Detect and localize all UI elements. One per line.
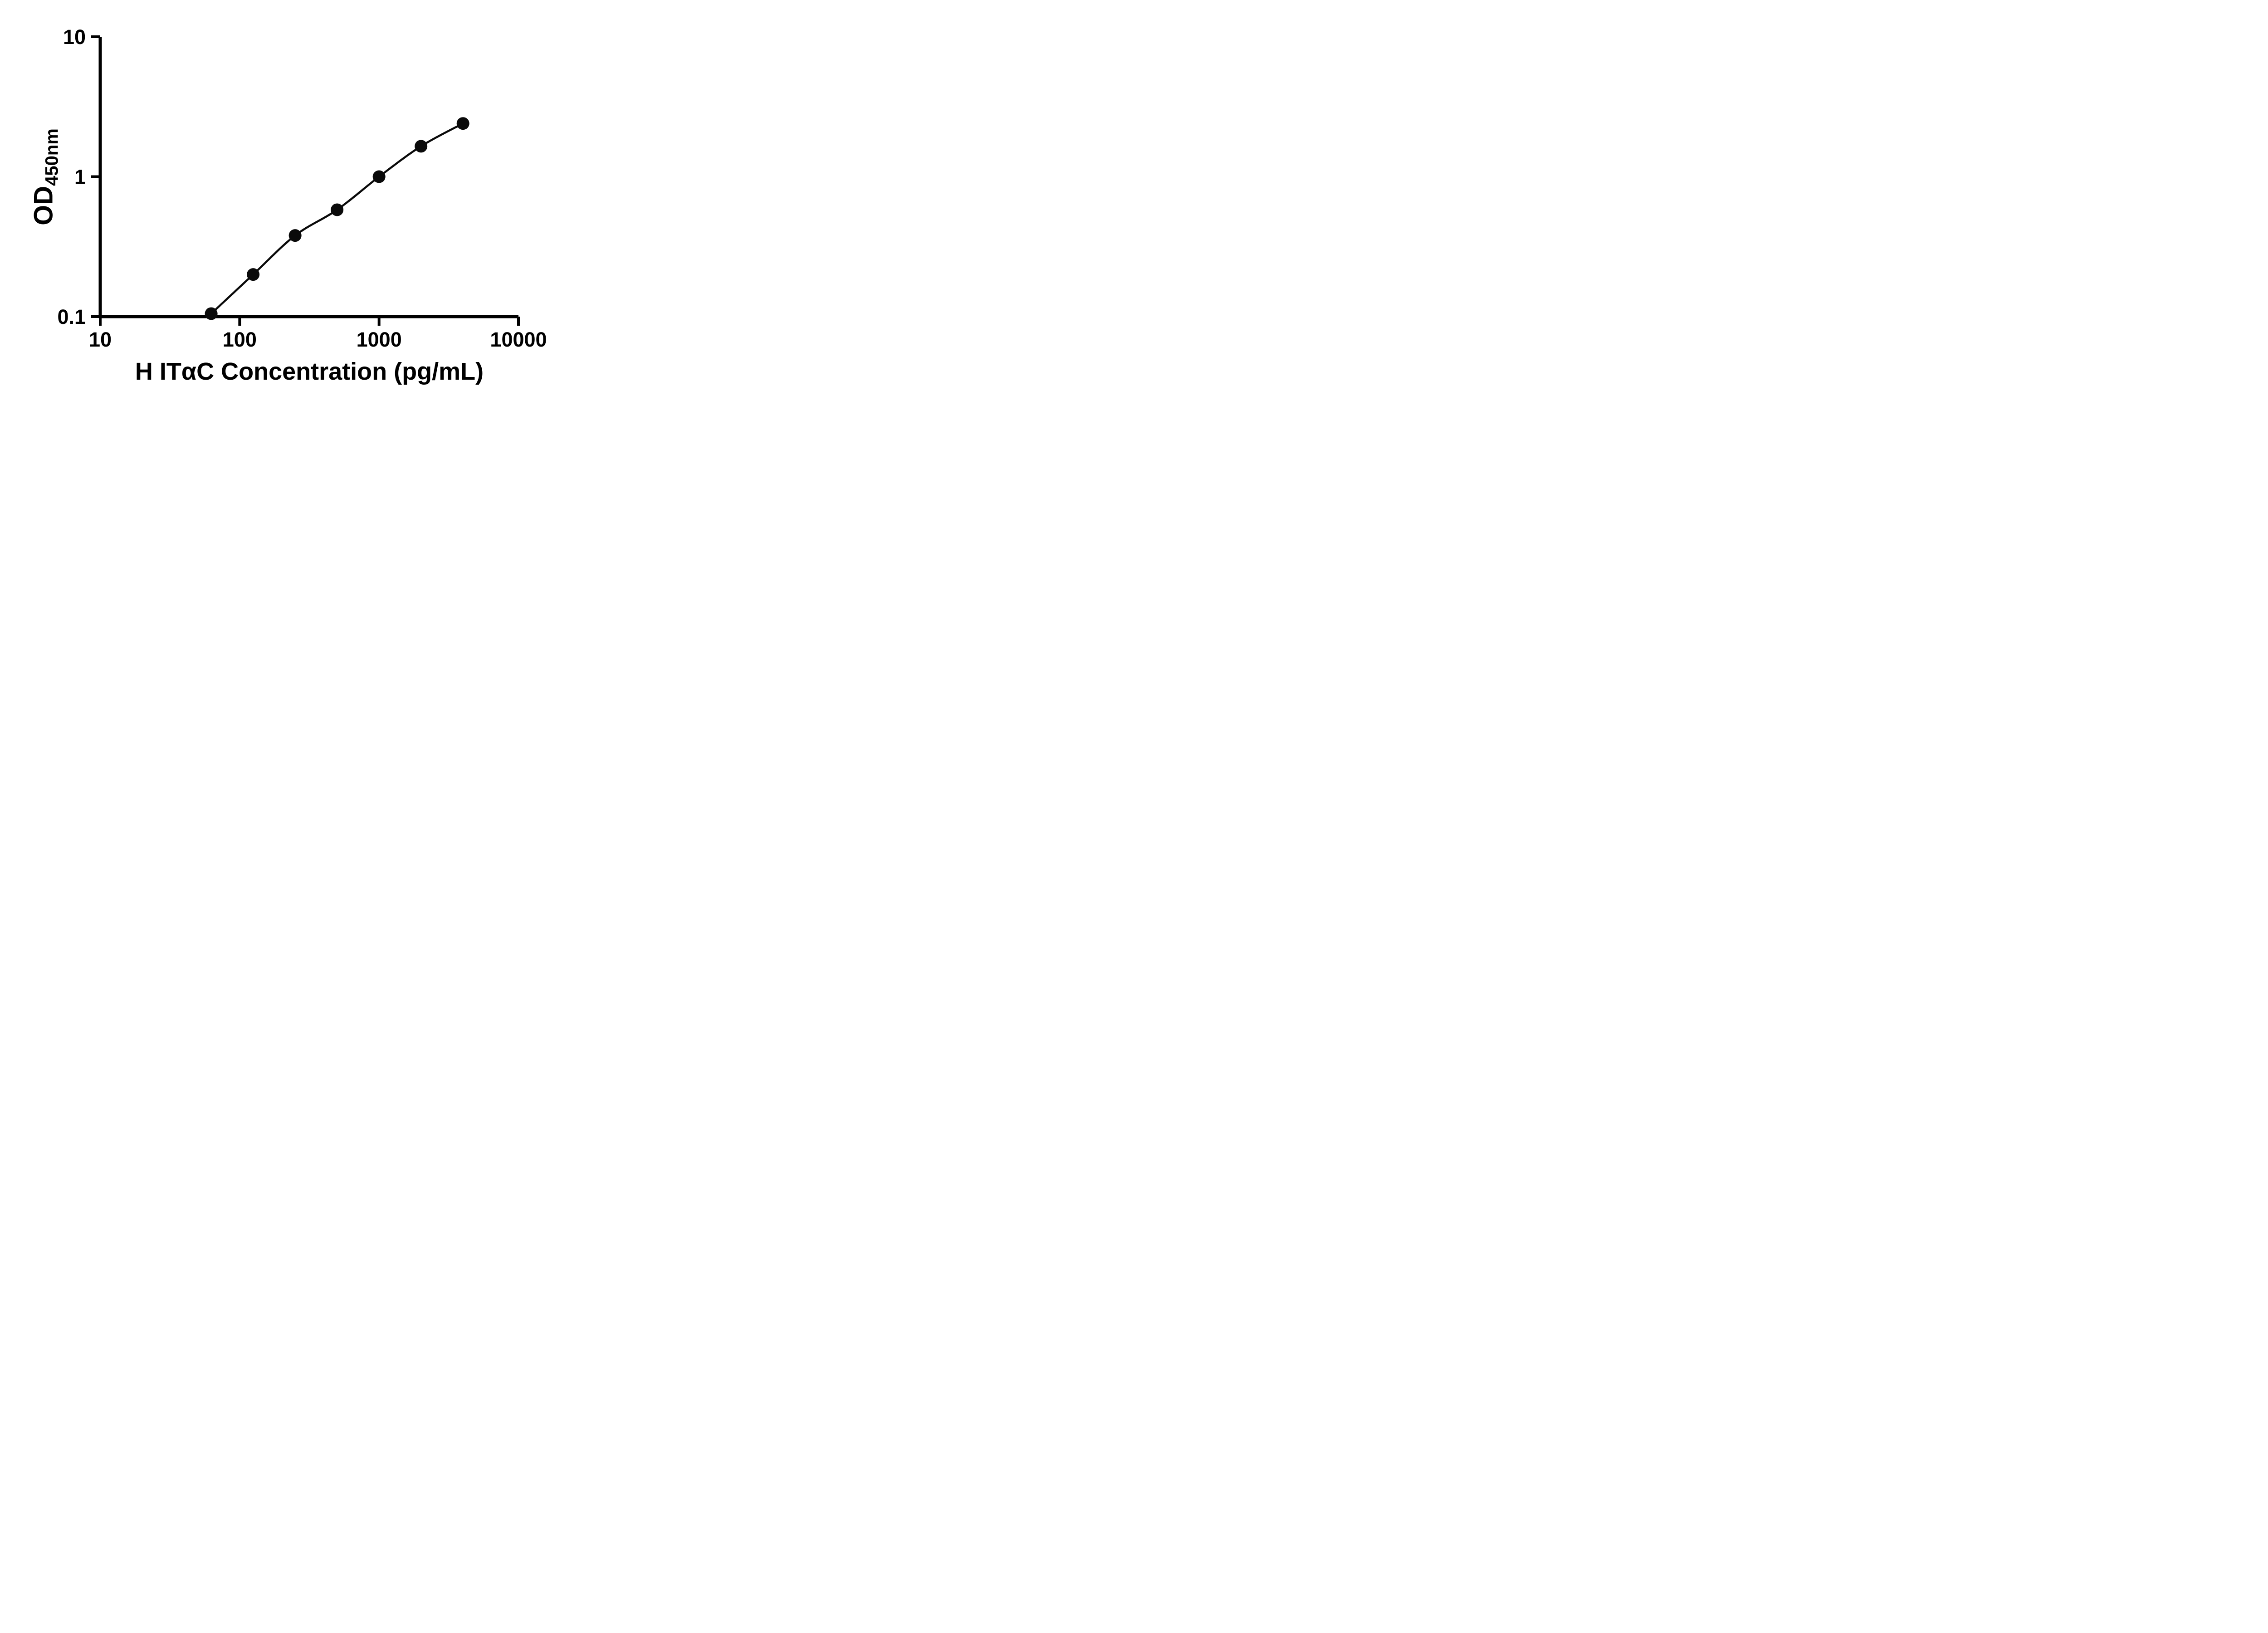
y-axis-title-main: OD [29,186,59,225]
x-tick-label: 1000 [357,328,402,351]
data-point [415,140,428,153]
data-point [372,170,386,183]
y-axis-title-subscript: 450nm [42,128,62,186]
data-point [456,117,469,130]
x-axis-title: H ITαC Concentration (pg/mL) [135,358,484,385]
data-point [331,203,344,216]
y-tick-label: 0.1 [57,305,86,328]
chart-figure: 10 100 1000 10000 10 1 0.1 OD450nm H ITαC Conc… [0,0,572,408]
y-tick-label: 10 [63,25,86,49]
x-tick-label: 10000 [490,328,547,351]
data-point [205,307,218,320]
x-tick-label: 100 [223,328,257,351]
y-tick-label: 1 [74,166,86,189]
standard-curve-line [210,122,464,315]
data-point [247,268,260,281]
x-tick-label: 10 [89,328,112,351]
data-point [288,229,302,242]
plot-area: 10 100 1000 10000 10 1 0.1 [57,25,547,351]
y-axis-title: OD450nm [29,128,63,225]
